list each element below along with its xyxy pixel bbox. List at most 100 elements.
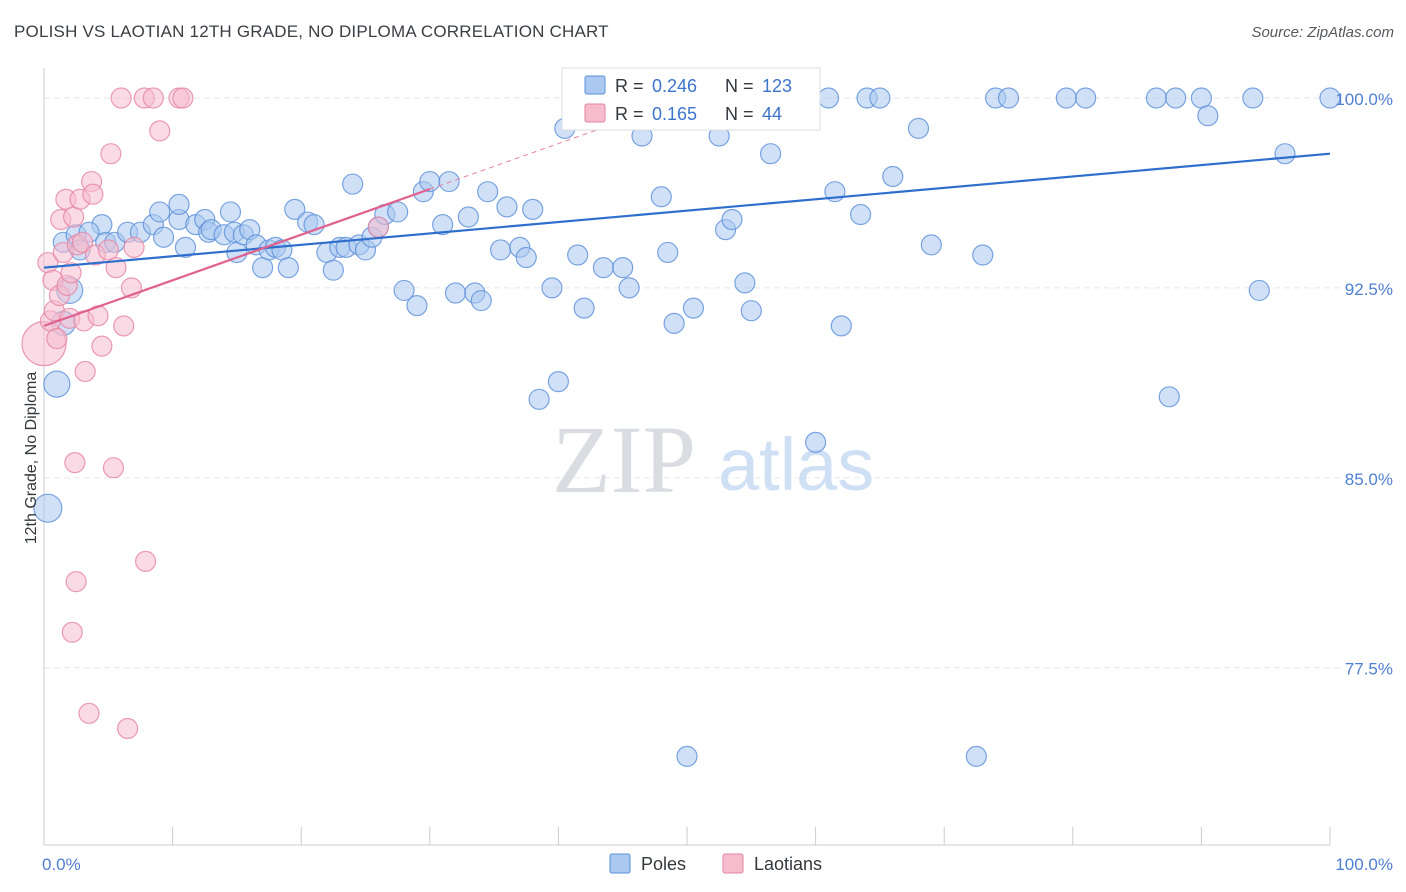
point-poles [573, 297, 595, 319]
point-poles [1165, 87, 1187, 109]
point-poles [457, 206, 479, 228]
point-poles [438, 170, 460, 193]
point-poles [663, 312, 685, 334]
y-axis-title: 12th Grade, No Diploma [23, 372, 40, 545]
point-poles [43, 370, 71, 398]
point-poles [1190, 87, 1213, 109]
grid-lines [44, 97, 1342, 669]
point-laotians [142, 87, 164, 109]
point-poles [830, 315, 852, 337]
point-poles [907, 117, 930, 139]
point-poles [168, 193, 190, 215]
legend: Poles Laotians [609, 853, 822, 874]
point-laotians [91, 335, 113, 357]
source-label: Source: ZipAtlas.com [1251, 24, 1394, 41]
point-laotians [172, 87, 194, 109]
point-laotians [100, 143, 122, 165]
point-laotians [102, 457, 125, 479]
point-poles [734, 272, 756, 294]
point-poles [1055, 87, 1077, 109]
watermark: ZIP atlas [552, 406, 874, 513]
point-laotians [149, 120, 171, 142]
stats-poles-r-label: R = [615, 76, 644, 96]
point-poles [1197, 105, 1219, 127]
series-poles-points [33, 87, 1341, 767]
point-poles [869, 87, 891, 109]
point-laotians [110, 87, 132, 109]
point-poles [676, 745, 698, 767]
point-poles [567, 244, 589, 266]
series-laotians-points [21, 87, 389, 740]
point-poles [1248, 279, 1270, 302]
stats-laotians-r-label: R = [615, 104, 644, 124]
point-poles [149, 201, 171, 223]
point-poles [174, 236, 197, 258]
y-tick-label: 77.5% [1345, 660, 1393, 679]
legend-swatch-poles [609, 853, 631, 874]
point-laotians [123, 236, 145, 258]
point-poles [804, 431, 827, 453]
point-laotians [46, 327, 68, 350]
point-laotians [60, 262, 82, 284]
point-laotians [74, 360, 96, 383]
tick-labels: 77.5% 85.0% 92.5% 100.0% 0.0% 100.0% [42, 90, 1393, 874]
point-poles [682, 297, 705, 319]
point-poles [515, 246, 537, 269]
point-laotians [116, 717, 139, 740]
point-laotians [71, 231, 94, 253]
stats-laotians-n-value: 44 [762, 104, 782, 124]
point-poles [152, 226, 175, 248]
point-poles [33, 493, 63, 523]
point-poles [541, 277, 563, 299]
y-tick-label: 100.0% [1335, 90, 1393, 109]
point-poles [277, 257, 299, 279]
point-laotians [61, 621, 83, 643]
point-poles [496, 196, 518, 218]
point-poles [618, 277, 640, 299]
point-poles [592, 257, 615, 279]
legend-label-poles: Poles [641, 854, 686, 874]
point-poles [393, 279, 415, 302]
point-poles [303, 213, 325, 236]
point-poles [528, 388, 550, 410]
point-poles [740, 300, 762, 322]
trend-lines [43, 120, 1331, 327]
point-laotians [65, 571, 87, 593]
point-poles [920, 234, 942, 256]
point-laotians [82, 183, 104, 205]
point-poles [650, 186, 672, 208]
point-laotians [62, 206, 85, 228]
point-poles [850, 203, 872, 226]
point-poles [489, 239, 512, 261]
point-poles [721, 208, 743, 231]
stats-swatch-poles [584, 75, 606, 95]
legend-swatch-laotians [722, 853, 744, 874]
x-tick-label: 0.0% [42, 855, 81, 874]
point-poles [882, 165, 904, 188]
y-tick-label: 92.5% [1345, 280, 1393, 299]
point-poles [1075, 87, 1097, 109]
trend-line-laotians-extension [429, 120, 623, 190]
legend-label-laotians: Laotians [754, 854, 822, 874]
point-laotians [78, 702, 100, 724]
watermark-atlas: atlas [718, 423, 874, 506]
point-poles [322, 259, 344, 281]
point-laotians [64, 452, 86, 474]
point-poles [252, 257, 274, 279]
stats-poles-n-value: 123 [762, 76, 792, 96]
trend-line-poles [43, 152, 1331, 269]
chart-title: POLISH VS LAOTIAN 12TH GRADE, NO DIPLOMA… [14, 22, 609, 41]
point-poles [406, 295, 428, 317]
point-poles [1158, 386, 1180, 408]
point-poles [759, 143, 782, 165]
point-poles [284, 198, 306, 221]
point-poles [1145, 87, 1167, 109]
point-poles [657, 241, 679, 264]
point-poles [342, 173, 364, 195]
stats-swatch-laotians [584, 103, 606, 123]
point-laotians [113, 315, 135, 337]
point-poles [1319, 87, 1341, 109]
stats-poles-r-value: 0.246 [652, 76, 697, 96]
point-poles [432, 213, 454, 236]
